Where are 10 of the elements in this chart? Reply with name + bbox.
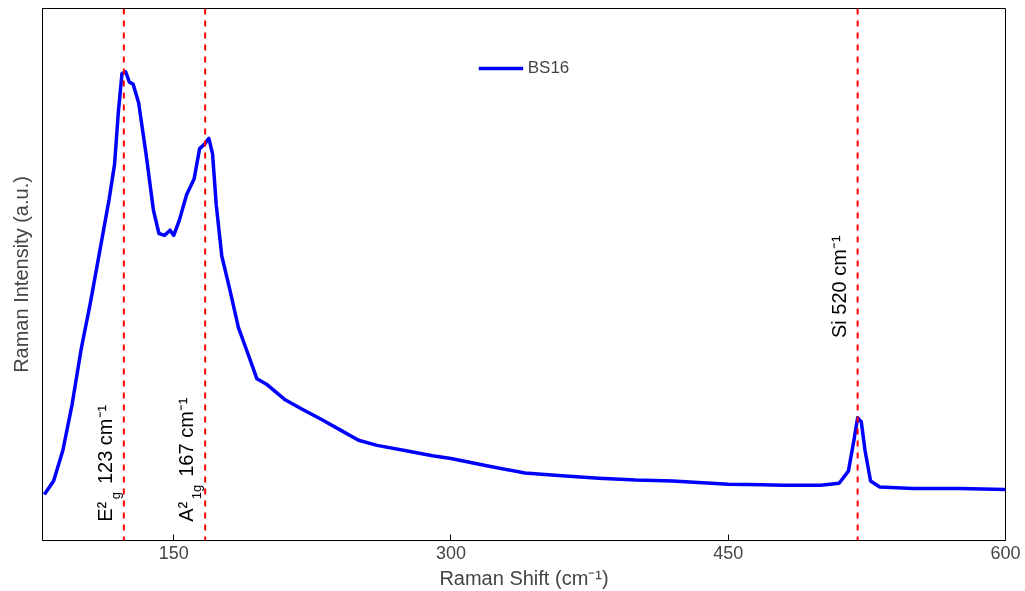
y-axis-title: Raman Intensity (a.u.) (9, 176, 32, 373)
ref-line-label: A²1g 167 cm⁻¹ (175, 397, 205, 522)
legend-label: BS16 (527, 58, 570, 78)
x-tick-label: 300 (435, 542, 467, 563)
ref-line-label: Si 520 cm⁻¹ (827, 235, 850, 339)
x-tick-label: 150 (158, 542, 189, 563)
x-tick-label: 450 (713, 542, 744, 563)
ref-line-label: E²g 123 cm⁻¹ (93, 404, 123, 522)
x-axis-title: Raman Shift (cm⁻¹) (439, 566, 609, 589)
x-tick-label: 600 (990, 542, 1021, 563)
